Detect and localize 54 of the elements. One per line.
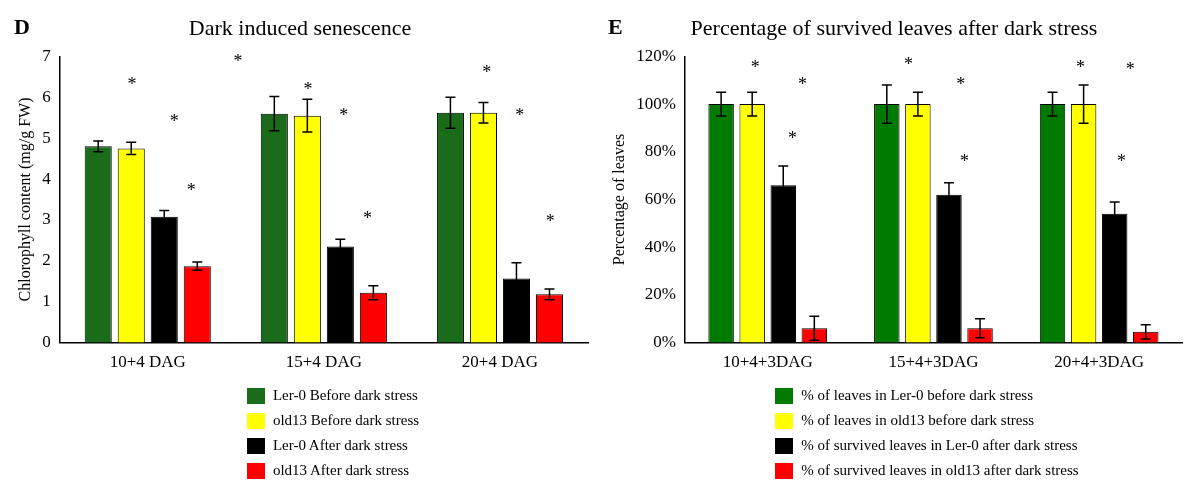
legend-label: % of survived leaves in Ler-0 after dark stress	[801, 436, 1078, 455]
legend-label: Ler-0 Before dark stress	[272, 386, 418, 405]
legend-label: Ler-0 After dark stress	[272, 436, 408, 455]
annotation: *	[1125, 59, 1135, 80]
y-tick-label: 2	[42, 250, 51, 270]
x-tick-label: 15+4+3DAG	[888, 352, 979, 372]
y-tick-label: 3	[42, 209, 51, 229]
y-tick-label: 40%	[644, 236, 676, 256]
y-tick-label: 60%	[644, 188, 676, 208]
x-tick-label: 10+4+3DAG	[722, 352, 813, 372]
y-tick-label: 7	[42, 45, 52, 65]
annotation: *	[303, 79, 313, 100]
annotation: *	[515, 105, 525, 126]
y-tick-label: 5	[42, 127, 51, 147]
annotation: *	[904, 53, 914, 74]
y-tick-label: 0%	[653, 332, 676, 352]
annotation: *	[788, 128, 798, 149]
x-tick-label: 15+4 DAG	[285, 352, 362, 372]
legend-label: % of leaves in old13 before dark stress	[801, 411, 1035, 430]
annotation: *	[1117, 151, 1127, 172]
annotation: *	[545, 211, 555, 232]
legend-label: old13 After dark stress	[272, 461, 410, 480]
y-tick-label: 120%	[636, 45, 676, 65]
text: D	[14, 13, 30, 39]
chart-title: Percentage of survived leaves after dark stress	[690, 14, 1098, 40]
annotation: *	[127, 73, 137, 94]
annotation: *	[1076, 56, 1085, 77]
y-tick-label: 0	[42, 332, 51, 352]
y-tick-label: 100%	[636, 93, 676, 113]
chart-title: Dark induced senescence	[188, 14, 412, 40]
y-tick-label: 6	[42, 86, 51, 106]
legend-label: % of leaves in Ler-0 before dark stress	[801, 386, 1033, 405]
annotation: *	[169, 110, 179, 131]
annotation: *	[233, 50, 243, 71]
annotation: *	[960, 151, 969, 172]
legend-label: old13 Before dark stress	[272, 411, 420, 430]
x-tick-label: 20+4 DAG	[461, 352, 539, 372]
annotation: *	[186, 179, 196, 200]
y-axis-title: Percentage of leaves	[609, 133, 628, 266]
annotation: *	[798, 73, 808, 94]
annotation: *	[482, 62, 492, 83]
y-tick-label: 1	[42, 291, 51, 311]
y-tick-label: 80%	[644, 141, 676, 161]
x-tick-label: 20+4+3DAG	[1054, 352, 1145, 372]
x-tick-label: 10+4 DAG	[109, 352, 186, 372]
legend-label: % of survived leaves in old13 after dark stress	[801, 461, 1079, 480]
annotation: *	[339, 105, 349, 126]
y-tick-label: 4	[42, 168, 52, 188]
y-tick-label: 20%	[644, 284, 676, 304]
y-axis-title: Chlorophyll content (mg/g FW)	[15, 97, 34, 302]
annotation: *	[362, 208, 372, 229]
text: E	[608, 13, 623, 39]
annotation: *	[750, 56, 760, 77]
annotation: *	[956, 73, 966, 94]
